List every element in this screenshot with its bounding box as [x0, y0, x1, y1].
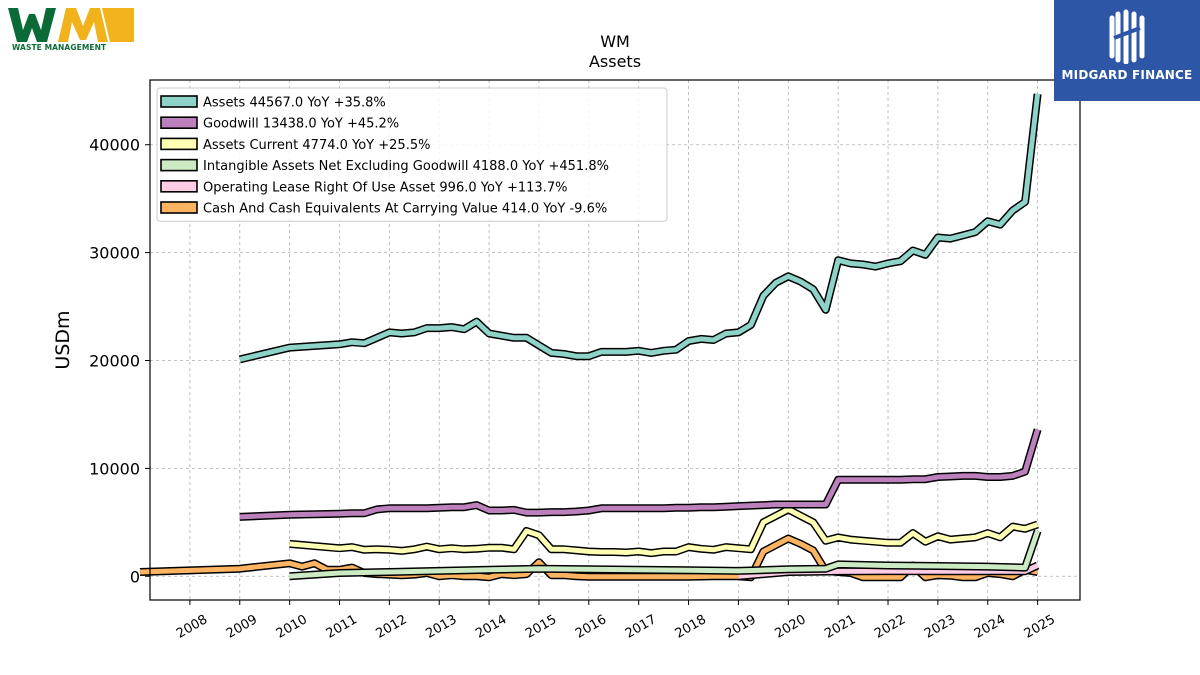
chart-subtitle: Assets [588, 52, 642, 71]
legend-label: Assets Current 4774.0 YoY +25.5% [203, 138, 430, 153]
legend-label: Intangible Assets Net Excluding Goodwill… [203, 159, 609, 174]
y-tick-label: 30000 [89, 244, 140, 263]
legend-label: Operating Lease Right Of Use Asset 996.0… [203, 180, 567, 195]
series-intangible-assets-net-excluding-goodwill [289, 529, 1042, 581]
legend-swatch [160, 137, 198, 151]
y-tick-label: 0 [130, 567, 140, 586]
legend: Assets 44567.0 YoY +35.8% Goodwill 13438.… [156, 87, 668, 222]
x-tick-label: 2011 [324, 612, 360, 642]
y-axis-label: USDm [52, 310, 74, 369]
legend-item: Assets 44567.0 YoY +35.8% [160, 95, 386, 111]
midgard-mark-icon [1109, 9, 1145, 64]
legend-label: Goodwill 13438.0 YoY +45.2% [203, 117, 399, 132]
x-tick-label: 2009 [224, 612, 260, 642]
x-tick-label: 2021 [822, 612, 858, 642]
x-tick-label: 2012 [374, 612, 410, 642]
y-tick-label: 10000 [89, 459, 140, 478]
legend-item: Goodwill 13438.0 YoY +45.2% [160, 116, 399, 132]
series-assets-current [289, 505, 1039, 558]
legend-item: Assets Current 4774.0 YoY +25.5% [160, 137, 430, 153]
x-tick-label: 2015 [523, 612, 559, 642]
wm-logo-m-right [102, 8, 134, 42]
series-layer [139, 93, 1042, 582]
series-line [289, 506, 1039, 556]
x-tick-label: 2017 [623, 612, 659, 642]
x-tick-label: 2016 [573, 612, 609, 642]
wm-logo-m [58, 8, 108, 42]
x-tick-label: 2018 [673, 612, 709, 642]
legend-swatch [160, 180, 198, 193]
x-tick-label: 2024 [972, 612, 1008, 642]
series-line [239, 428, 1040, 520]
legend-item: Operating Lease Right Of Use Asset 996.0… [160, 180, 567, 195]
y-tick-label: 40000 [89, 136, 140, 155]
wm-logo-w [8, 8, 56, 42]
x-tick-label: 2014 [473, 612, 509, 642]
legend-swatch [160, 158, 198, 172]
chart-title: WM [600, 32, 630, 51]
plot-frame [149, 79, 1081, 601]
legend-item: Cash And Cash Equivalents At Carrying Va… [160, 201, 607, 217]
legend-label: Cash And Cash Equivalents At Carrying Va… [203, 202, 607, 217]
legend-swatch [160, 116, 198, 129]
series-goodwill [239, 428, 1042, 521]
x-tick-label: 2013 [423, 612, 459, 642]
legend-item: Intangible Assets Net Excluding Goodwill… [160, 158, 609, 174]
x-tick-label: 2020 [772, 612, 808, 642]
series-line [239, 93, 1041, 362]
x-tick-label: 2010 [274, 612, 310, 642]
legend-swatch [160, 201, 198, 214]
legend-box [156, 87, 668, 222]
midgard-finance-name: MIDGARD FINANCE [1061, 68, 1193, 82]
x-tick-label: 2025 [1022, 612, 1058, 642]
wm-tagline: WASTE MANAGEMENT [12, 43, 107, 52]
legend-swatch [160, 95, 198, 108]
x-tick-label: 2008 [174, 612, 210, 642]
midgard-finance-logo: MIDGARD FINANCE [1054, 0, 1200, 101]
series-line [289, 530, 1040, 579]
series-outline [289, 505, 1039, 558]
x-tick-label: 2022 [872, 612, 908, 642]
legend-label: Assets 44567.0 YoY +35.8% [203, 96, 386, 111]
x-tick-label: 2019 [723, 612, 759, 642]
y-tick-label: 20000 [89, 351, 140, 370]
series-assets [238, 93, 1042, 364]
x-tick-label: 2023 [922, 612, 958, 642]
